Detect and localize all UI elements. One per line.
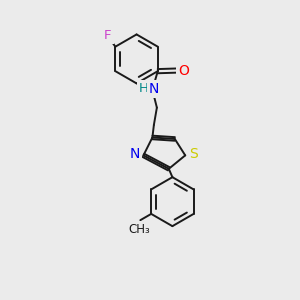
Text: N: N xyxy=(130,148,140,161)
Text: N: N xyxy=(149,82,159,96)
Text: H: H xyxy=(139,82,148,95)
Text: S: S xyxy=(189,147,198,161)
Text: O: O xyxy=(178,64,189,78)
Text: CH₃: CH₃ xyxy=(129,223,151,236)
Text: F: F xyxy=(104,29,112,42)
